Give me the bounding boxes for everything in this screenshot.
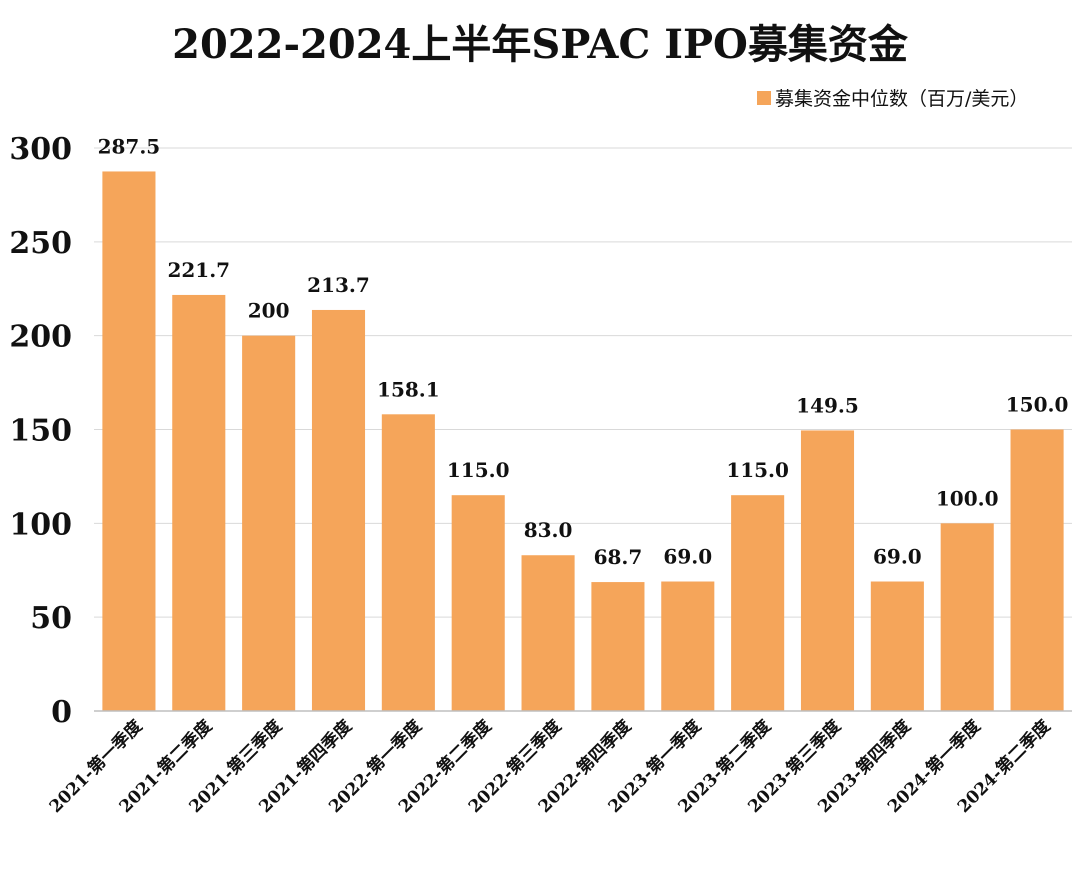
data-label: 287.5 bbox=[98, 134, 161, 158]
bar bbox=[102, 171, 156, 712]
data-label: 149.5 bbox=[796, 393, 859, 417]
bar bbox=[521, 555, 575, 711]
data-label: 150.0 bbox=[1006, 393, 1069, 417]
data-label: 69.0 bbox=[663, 545, 712, 569]
y-tick-label: 250 bbox=[9, 226, 72, 261]
data-label: 115.0 bbox=[726, 458, 789, 482]
bar bbox=[381, 414, 435, 711]
y-tick-label: 150 bbox=[9, 414, 72, 449]
y-tick-label: 0 bbox=[51, 695, 72, 730]
legend-swatch bbox=[757, 91, 771, 105]
data-label: 221.7 bbox=[167, 258, 230, 282]
y-tick-label: 100 bbox=[9, 507, 72, 542]
data-label: 200 bbox=[248, 299, 290, 323]
data-labels: 287.5 221.7 200 213.7 158.1 115.0 83.0 68.7 69.0… bbox=[98, 134, 1069, 569]
data-label: 83.0 bbox=[524, 518, 573, 542]
y-tick-label: 50 bbox=[30, 601, 72, 636]
data-label: 69.0 bbox=[873, 545, 922, 569]
x-axis-category-labels: 2021-第一季度2021-第二季度2021-第三季度2021-第四季度2022… bbox=[45, 715, 1055, 817]
y-tick-label: 200 bbox=[9, 320, 72, 355]
bar bbox=[242, 335, 296, 711]
data-label: 68.7 bbox=[594, 545, 643, 569]
bar bbox=[800, 430, 855, 711]
bars bbox=[102, 171, 1064, 712]
data-label: 100.0 bbox=[936, 486, 999, 510]
data-label: 158.1 bbox=[377, 377, 440, 401]
data-label: 115.0 bbox=[447, 458, 510, 482]
chart-title: 2022-2024上半年SPAC IPO募集资金 bbox=[172, 21, 908, 68]
bar bbox=[1010, 429, 1064, 711]
y-tick-label: 300 bbox=[9, 132, 72, 167]
bar bbox=[311, 309, 366, 711]
bar bbox=[591, 582, 645, 711]
bar bbox=[870, 581, 924, 711]
legend: 募集资金中位数（百万/美元） bbox=[757, 88, 1028, 110]
legend-label: 募集资金中位数（百万/美元） bbox=[775, 88, 1028, 110]
bar bbox=[451, 495, 505, 711]
bar bbox=[940, 523, 994, 711]
y-axis-ticks: 0 50 100 150 200 250 300 bbox=[9, 132, 72, 730]
data-label: 213.7 bbox=[307, 273, 370, 297]
bar bbox=[172, 294, 226, 711]
bar bbox=[731, 495, 785, 711]
bar bbox=[661, 581, 715, 711]
gridlines bbox=[94, 147, 1072, 618]
